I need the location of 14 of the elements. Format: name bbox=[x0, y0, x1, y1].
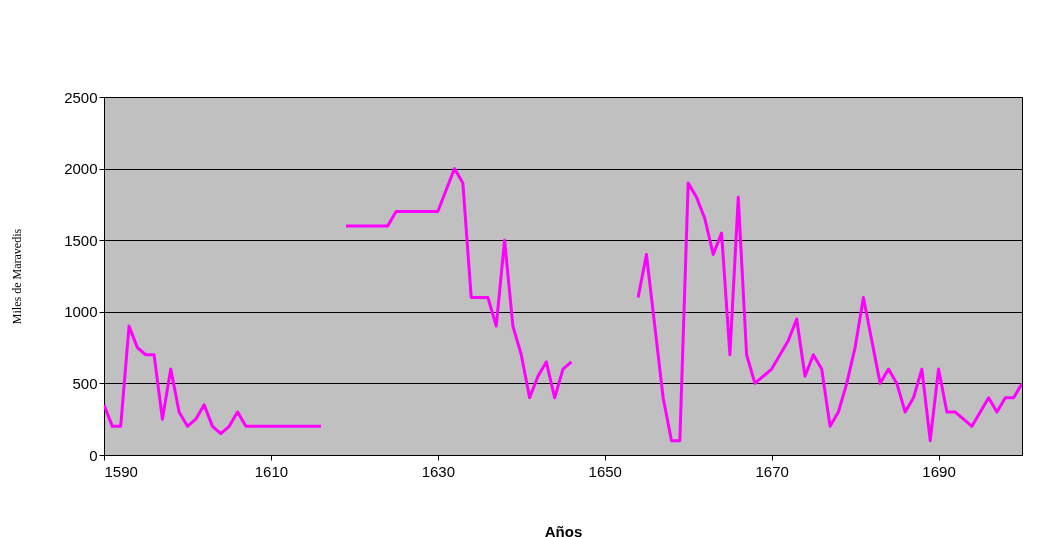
y-tick-label: 1500 bbox=[64, 231, 98, 249]
y-tick-label: 1000 bbox=[64, 303, 98, 321]
x-tick-label: 1650 bbox=[588, 462, 622, 480]
x-tick-label: 1630 bbox=[421, 462, 456, 480]
y-tick-label: 0 bbox=[89, 446, 98, 464]
x-tick-label: 1610 bbox=[254, 462, 289, 480]
y-tick-label: 2500 bbox=[64, 88, 98, 106]
y-axis-title: Miles de Maravedis bbox=[10, 228, 25, 325]
x-tick-label: 1670 bbox=[755, 462, 789, 480]
x-tick-label: 1590 bbox=[104, 462, 138, 480]
y-tick-label: 2000 bbox=[64, 160, 98, 178]
y-tick-label: 500 bbox=[72, 374, 98, 392]
x-tick-label: 1690 bbox=[922, 462, 956, 480]
x-axis-title: Años bbox=[544, 522, 583, 537]
